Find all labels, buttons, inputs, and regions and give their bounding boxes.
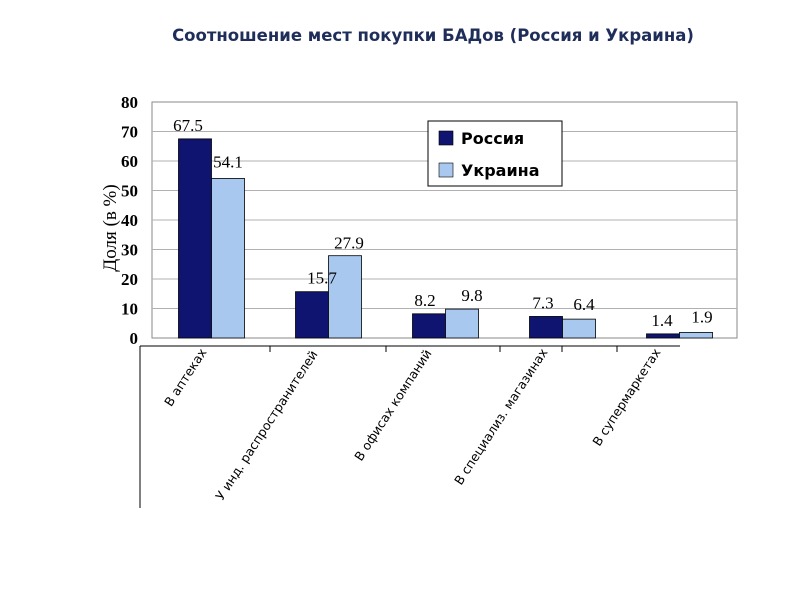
data-label: 54.1 bbox=[213, 152, 243, 171]
x-category-label: В специализ. магазинах bbox=[451, 345, 551, 487]
bar-russia bbox=[295, 291, 329, 339]
data-labels: 67.5 15.7 8.2 7.3 1.4 54.1 27.9 9.8 6.4 1.9 bbox=[173, 116, 713, 330]
data-label: 8.2 bbox=[414, 291, 435, 310]
data-label: 27.9 bbox=[334, 234, 364, 253]
data-label: 9.8 bbox=[461, 286, 482, 305]
bar-russia bbox=[646, 333, 680, 339]
data-label: 15.7 bbox=[307, 269, 337, 288]
bar-russia bbox=[178, 138, 212, 339]
x-category-label: У инд. распространителей bbox=[212, 347, 320, 502]
y-tick-label: 10 bbox=[121, 300, 138, 319]
bar-ukraine bbox=[679, 331, 713, 339]
data-label: 6.4 bbox=[573, 295, 595, 314]
y-tick-label: 40 bbox=[121, 211, 138, 230]
x-category-label: В офисах компаний bbox=[351, 346, 434, 463]
x-category-label: В супермаркетах bbox=[589, 345, 663, 448]
bar-russia bbox=[412, 313, 446, 339]
data-label: 7.3 bbox=[532, 293, 553, 312]
bar-ukraine bbox=[445, 308, 479, 339]
y-tick-label: 30 bbox=[121, 241, 138, 260]
data-label: 1.4 bbox=[651, 311, 673, 330]
x-category-label: В аптеках bbox=[161, 345, 210, 408]
legend-label-russia: Россия bbox=[461, 129, 524, 148]
legend-swatch-russia bbox=[438, 130, 454, 146]
legend-swatch-ukraine bbox=[438, 162, 454, 178]
x-axis-categories: В аптеках У инд. распространителей В офиса… bbox=[139, 345, 680, 508]
legend: Россия Украина bbox=[427, 120, 563, 187]
data-label: 67.5 bbox=[173, 116, 203, 135]
y-axis-ticks: 0 10 20 30 40 50 60 70 80 bbox=[121, 93, 138, 348]
y-tick-label: 70 bbox=[121, 123, 138, 142]
y-tick-label: 0 bbox=[130, 329, 139, 348]
y-axis-label: Доля (в %) bbox=[100, 184, 121, 271]
bar-ukraine bbox=[211, 178, 245, 339]
y-tick-label: 50 bbox=[121, 182, 138, 201]
bar-ukraine bbox=[328, 255, 362, 339]
chart-title: Соотношение мест покупки БАДов (Россия и… bbox=[172, 26, 694, 45]
y-tick-label: 80 bbox=[121, 93, 138, 112]
data-label: 1.9 bbox=[691, 307, 712, 326]
bar-russia bbox=[529, 316, 563, 339]
y-tick-label: 60 bbox=[121, 152, 138, 171]
bar-ukraine bbox=[562, 318, 596, 339]
legend-label-ukraine: Украина bbox=[461, 161, 540, 180]
y-tick-label: 20 bbox=[121, 270, 138, 289]
bars bbox=[178, 138, 713, 339]
